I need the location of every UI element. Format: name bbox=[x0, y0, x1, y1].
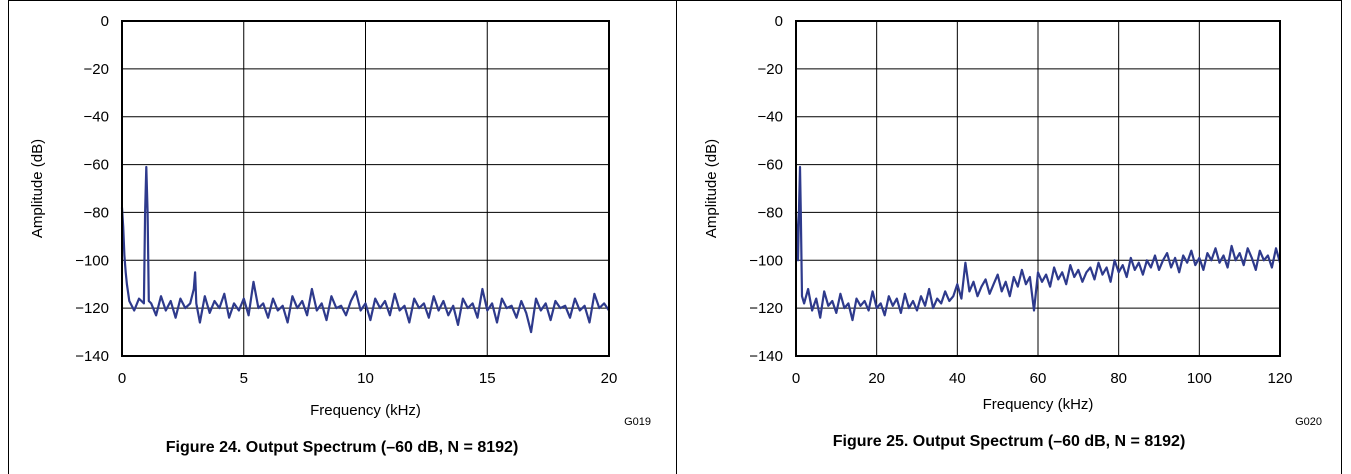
x-tick-label: 0 bbox=[792, 370, 800, 387]
chart-figure-24: 0 5 10 15 20 0 −20 −40 −60 −80 −100 −120 −140 Freque… bbox=[29, 13, 651, 456]
y-tick-label: −140 bbox=[75, 348, 109, 365]
y-tick-label: −40 bbox=[758, 109, 783, 126]
y-tick-label: −140 bbox=[749, 348, 783, 365]
y-tick-label: −60 bbox=[758, 157, 783, 174]
chart-axes: 0 5 10 15 20 0 −20 −40 −60 −80 −100 −120 −140 bbox=[75, 13, 617, 387]
plot-area-border bbox=[121, 20, 610, 357]
x-axis-title: Frequency (kHz) bbox=[310, 402, 421, 419]
x-tick-label: 20 bbox=[868, 370, 885, 387]
y-tick-label: −60 bbox=[84, 157, 109, 174]
plot-area-border bbox=[795, 20, 1281, 357]
chart-line-layer bbox=[120, 165, 610, 334]
page-top-rule bbox=[8, 0, 1342, 1]
y-axis-title: Amplitude (dB) bbox=[703, 139, 720, 238]
graph-code: G019 bbox=[624, 416, 651, 428]
x-tick-label: 40 bbox=[949, 370, 966, 387]
x-tick-label: 15 bbox=[479, 370, 496, 387]
y-tick-label: −40 bbox=[84, 109, 109, 126]
chart-figure-25: 0 20 40 60 80 100 120 0 −20 −40 −60 −80 −100 −120 −140… bbox=[703, 13, 1322, 450]
x-tick-label: 0 bbox=[118, 370, 126, 387]
figure-frame-left bbox=[8, 0, 676, 474]
y-tick-label: −20 bbox=[84, 61, 109, 78]
x-tick-label: 120 bbox=[1267, 370, 1292, 387]
y-tick-label: −120 bbox=[75, 300, 109, 317]
figure-caption: Figure 25. Output Spectrum (–60 dB, N = … bbox=[833, 433, 1186, 450]
y-tick-label: −80 bbox=[758, 204, 783, 221]
y-tick-label: 0 bbox=[775, 13, 783, 30]
x-tick-label: 5 bbox=[240, 370, 248, 387]
y-tick-label: −20 bbox=[758, 61, 783, 78]
y-tick-label: −80 bbox=[84, 204, 109, 221]
graph-code: G020 bbox=[1295, 416, 1322, 428]
x-tick-label: 10 bbox=[357, 370, 374, 387]
spectrum-series-line bbox=[120, 165, 610, 334]
figure-caption: Figure 24. Output Spectrum (–60 dB, N = … bbox=[166, 439, 519, 456]
figure-frame-right bbox=[676, 0, 1342, 474]
x-axis-title: Frequency (kHz) bbox=[983, 396, 1094, 413]
x-tick-label: 60 bbox=[1030, 370, 1047, 387]
y-tick-label: −100 bbox=[749, 252, 783, 269]
spectrum-series-line bbox=[794, 165, 1282, 322]
x-tick-label: 80 bbox=[1110, 370, 1127, 387]
y-tick-label: 0 bbox=[101, 13, 109, 30]
y-tick-label: −120 bbox=[749, 300, 783, 317]
x-tick-label: 100 bbox=[1187, 370, 1212, 387]
x-tick-label: 20 bbox=[601, 370, 618, 387]
y-tick-label: −100 bbox=[75, 252, 109, 269]
y-axis-title: Amplitude (dB) bbox=[29, 139, 46, 238]
chart-line-layer bbox=[794, 165, 1282, 322]
chart-axes: 0 20 40 60 80 100 120 0 −20 −40 −60 −80 −100 −120 −140 bbox=[749, 13, 1292, 387]
chart-grid bbox=[796, 21, 1280, 356]
